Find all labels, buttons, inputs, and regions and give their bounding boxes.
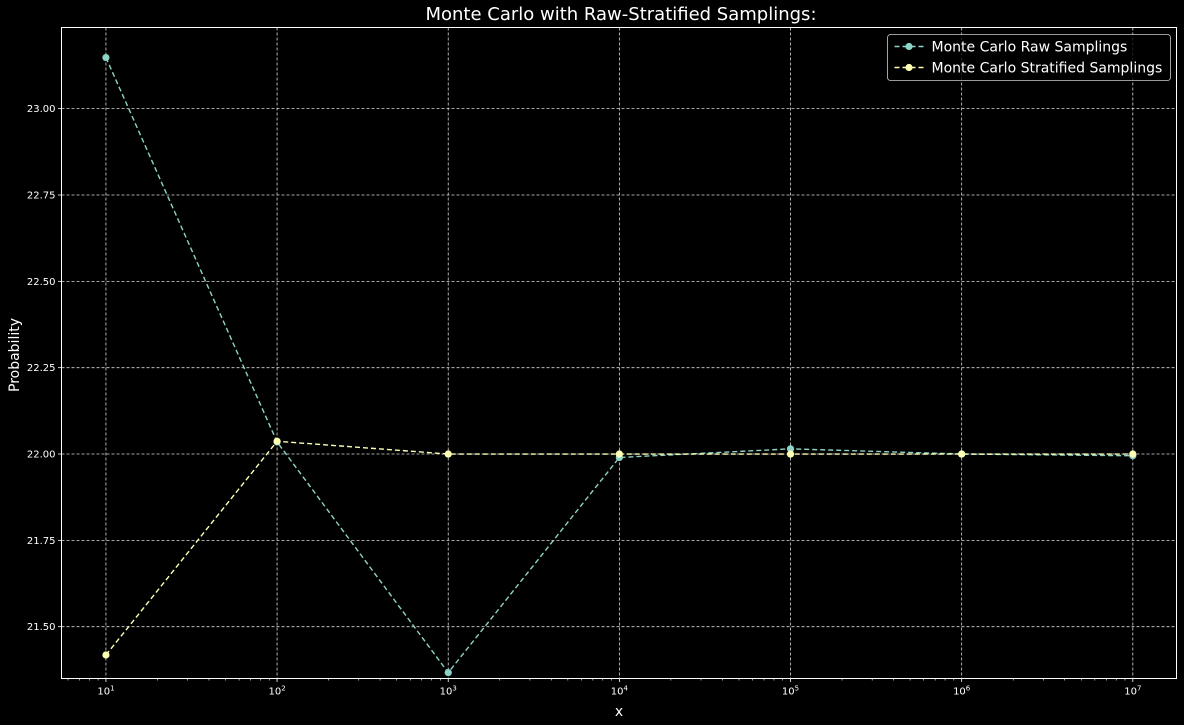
x-tick-exponent: 5 — [795, 685, 799, 693]
data-point — [102, 651, 110, 659]
y-tick-label: 22.50 — [27, 277, 56, 288]
data-point — [1129, 450, 1137, 458]
x-tick-exponent: 1 — [110, 685, 114, 693]
x-tick-exponent: 2 — [281, 685, 285, 693]
legend-marker — [905, 42, 913, 51]
y-tick-label: 21.75 — [27, 536, 56, 547]
y-tick-label: 22.75 — [27, 190, 56, 201]
y-axis-ticks: 21.50 21.75 22.00 22.25 22.50 22.75 23.00 — [27, 104, 62, 633]
data-point — [102, 53, 110, 62]
x-axis-label: x — [615, 704, 623, 720]
y-axis-label: Probability — [7, 318, 23, 392]
data-point — [444, 669, 452, 677]
x-tick-label: 106 — [953, 685, 971, 698]
x-tick-base: 10 — [953, 687, 966, 698]
data-point — [958, 450, 966, 458]
data-point — [786, 450, 795, 458]
x-tick-label: 101 — [97, 685, 114, 698]
legend-box — [887, 34, 1171, 81]
x-tick-base: 10 — [611, 687, 624, 698]
x-tick-label: 105 — [782, 685, 799, 698]
x-tick-exponent: 6 — [966, 685, 971, 693]
x-tick-label: 103 — [440, 685, 457, 698]
data-point — [615, 450, 623, 458]
legend-entry-label: Monte Carlo Raw Samplings — [932, 40, 1128, 56]
legend-entry-label: Monte Carlo Stratified Samplings — [932, 61, 1163, 77]
chart-title: Monte Carlo with Raw-Stratified Sampling… — [425, 4, 816, 25]
x-tick-base: 10 — [782, 687, 795, 698]
series-lines — [102, 53, 1137, 677]
legend-marker — [905, 63, 913, 72]
x-tick-base: 10 — [97, 687, 110, 698]
legend: Monte Carlo Raw Samplings Monte Carlo Str… — [887, 34, 1171, 81]
data-point — [786, 445, 795, 453]
x-tick-base: 10 — [268, 687, 281, 698]
x-tick-base: 10 — [1124, 687, 1137, 698]
y-tick-label: 22.00 — [27, 450, 56, 461]
y-tick-label: 23.00 — [27, 104, 56, 115]
x-tick-exponent: 4 — [624, 685, 629, 693]
y-tick-label: 22.25 — [27, 363, 56, 374]
data-point — [444, 450, 452, 458]
x-tick-exponent: 7 — [1137, 685, 1141, 693]
x-tick-label: 104 — [611, 685, 629, 698]
x-tick-base: 10 — [440, 687, 453, 698]
x-axis-ticks: 101 102 103 104 105 106 107 — [67, 678, 1141, 698]
x-tick-label: 102 — [268, 685, 285, 698]
x-tick-exponent: 3 — [452, 685, 456, 693]
grid — [61, 27, 1177, 679]
y-tick-label: 21.50 — [27, 622, 56, 633]
data-point — [273, 437, 281, 445]
x-tick-label: 107 — [1124, 685, 1141, 698]
